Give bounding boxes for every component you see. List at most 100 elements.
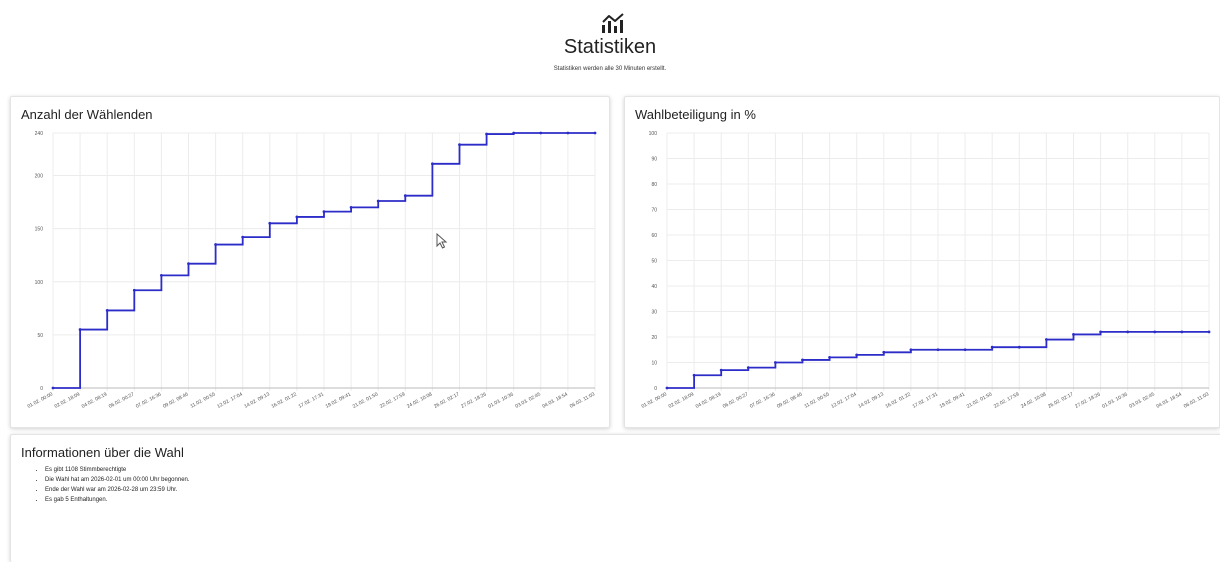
data-point bbox=[882, 351, 885, 354]
data-point bbox=[567, 132, 570, 135]
x-tick-label: 14.02. 09:13 bbox=[857, 391, 885, 409]
x-tick-label: 27.02. 18:26 bbox=[460, 391, 488, 409]
x-tick-label: 06.02. 00:27 bbox=[108, 391, 136, 409]
data-point bbox=[774, 361, 777, 364]
data-point bbox=[720, 369, 723, 372]
x-tick-label: 21.02. 01:50 bbox=[352, 391, 380, 409]
data-point bbox=[241, 236, 244, 239]
y-tick-label: 60 bbox=[651, 233, 657, 239]
y-tick-label: 10 bbox=[651, 361, 657, 367]
x-tick-label: 19.02. 09:41 bbox=[939, 391, 967, 409]
data-point bbox=[1018, 346, 1021, 349]
x-tick-label: 16.02. 01:22 bbox=[270, 391, 298, 409]
turnout-chart: 0 10 20 30 40 50 60 70 80 90 100 01.02. 00:00 02.02.… bbox=[625, 97, 1219, 427]
data-point bbox=[747, 366, 750, 369]
data-point bbox=[1208, 331, 1211, 334]
data-point bbox=[187, 262, 190, 265]
data-point bbox=[828, 356, 831, 359]
data-point bbox=[539, 132, 542, 135]
y-tick-label: 240 bbox=[35, 131, 44, 137]
data-point bbox=[801, 359, 804, 362]
y-tick-label: 50 bbox=[651, 259, 657, 265]
x-tick-label: 01.02. 00:00 bbox=[641, 391, 669, 409]
x-tick-label: 22.02. 17:59 bbox=[379, 391, 407, 409]
data-point bbox=[1045, 338, 1048, 341]
x-tick-label: 14.02. 09:13 bbox=[243, 391, 271, 409]
x-tick-label: 01.03. 10:36 bbox=[487, 391, 515, 409]
y-tick-label: 20 bbox=[651, 335, 657, 341]
data-point bbox=[991, 346, 994, 349]
page-header: Statistiken Statistiken werden alle 30 M… bbox=[0, 0, 1220, 90]
y-tick-label: 100 bbox=[35, 280, 44, 286]
x-tick-label: 24.02. 10:08 bbox=[1020, 391, 1048, 409]
x-tick-label: 02.02. 18:09 bbox=[54, 391, 82, 409]
data-point bbox=[214, 243, 217, 246]
x-tick-label: 03.03. 02:45 bbox=[514, 391, 542, 409]
x-tick-label: 26.02. 02:17 bbox=[1047, 391, 1075, 409]
x-tick-label: 06.03. 11:03 bbox=[1183, 391, 1210, 409]
data-point bbox=[910, 348, 913, 351]
x-tick-label: 21.02. 01:50 bbox=[966, 391, 994, 409]
page-subtitle: Statistiken werden alle 30 Minuten erste… bbox=[0, 66, 1220, 72]
data-point bbox=[1099, 331, 1102, 334]
y-tick-label: 0 bbox=[654, 386, 657, 392]
x-tick-label: 07.02. 16:36 bbox=[135, 391, 163, 409]
x-tick-label: 01.03. 10:36 bbox=[1101, 391, 1129, 409]
x-tick-label: 06.03. 11:03 bbox=[569, 391, 596, 409]
info-item-start: Die Wahl hat am 2026-02-01 um 00:00 Uhr … bbox=[45, 475, 190, 485]
data-point bbox=[431, 162, 434, 165]
turnout-chart-card: Wahlbeteiligung in % 0 10 20 30 40 50 60 70 80 90… bbox=[624, 96, 1220, 428]
info-item-abstentions: Es gab 5 Enthaltungen. bbox=[45, 495, 190, 505]
data-point bbox=[79, 328, 82, 331]
y-tick-label: 80 bbox=[651, 182, 657, 188]
data-point bbox=[268, 222, 271, 225]
election-info-list: Es gibt 1108 Stimmberechtigte Die Wahl h… bbox=[31, 465, 190, 505]
chart-grid bbox=[53, 133, 595, 391]
x-tick-label: 01.02. 00:00 bbox=[27, 391, 55, 409]
data-point bbox=[133, 289, 136, 292]
x-tick-label: 03.03. 02:45 bbox=[1128, 391, 1156, 409]
y-tick-label: 100 bbox=[649, 131, 658, 137]
x-tick-label: 02.02. 18:09 bbox=[668, 391, 696, 409]
info-item-eligible-voters: Es gibt 1108 Stimmberechtigte bbox=[45, 465, 190, 475]
x-tick-label: 24.02. 10:08 bbox=[406, 391, 434, 409]
data-point bbox=[296, 216, 299, 219]
voters-chart-card: Anzahl der Wählenden 0 50 100 150 200 240 01.0… bbox=[10, 96, 610, 428]
data-point bbox=[937, 348, 940, 351]
x-tick-label: 04.03. 18:54 bbox=[541, 391, 569, 409]
x-tick-label: 26.02. 02:17 bbox=[433, 391, 461, 409]
data-point bbox=[1072, 333, 1075, 336]
data-point bbox=[106, 309, 109, 312]
x-tick-label: 11.02. 00:55 bbox=[803, 391, 830, 409]
data-point bbox=[594, 132, 597, 135]
x-tick-label: 16.02. 01:22 bbox=[884, 391, 912, 409]
x-tick-label: 09.02. 08:46 bbox=[162, 391, 190, 409]
y-tick-label: 40 bbox=[651, 284, 657, 290]
data-point bbox=[1181, 331, 1184, 334]
x-tick-label: 04.02. 08:19 bbox=[695, 391, 723, 409]
data-point bbox=[160, 274, 163, 277]
data-point bbox=[377, 200, 380, 203]
election-info-title: Informationen über die Wahl bbox=[21, 445, 184, 460]
y-tick-label: 70 bbox=[651, 208, 657, 214]
x-tick-label: 19.02. 09:41 bbox=[325, 391, 353, 409]
x-tick-label: 09.02. 08:46 bbox=[776, 391, 804, 409]
chart-icon bbox=[600, 12, 626, 34]
data-point bbox=[512, 132, 515, 135]
x-tick-label: 17.02. 17:31 bbox=[298, 391, 326, 409]
x-tick-label: 12.02. 17:04 bbox=[216, 391, 244, 409]
page-title: Statistiken bbox=[0, 36, 1220, 59]
mouse-cursor-icon bbox=[436, 233, 448, 249]
data-point bbox=[855, 353, 858, 356]
y-tick-label: 150 bbox=[35, 227, 44, 233]
y-tick-label: 30 bbox=[651, 310, 657, 316]
data-point bbox=[350, 206, 353, 209]
data-point bbox=[404, 194, 407, 197]
data-point bbox=[964, 348, 967, 351]
data-point bbox=[693, 374, 696, 377]
data-point bbox=[1126, 331, 1129, 334]
x-tick-label: 17.02. 17:31 bbox=[912, 391, 940, 409]
chart-grid bbox=[667, 133, 1209, 391]
x-tick-label: 07.02. 16:36 bbox=[749, 391, 777, 409]
